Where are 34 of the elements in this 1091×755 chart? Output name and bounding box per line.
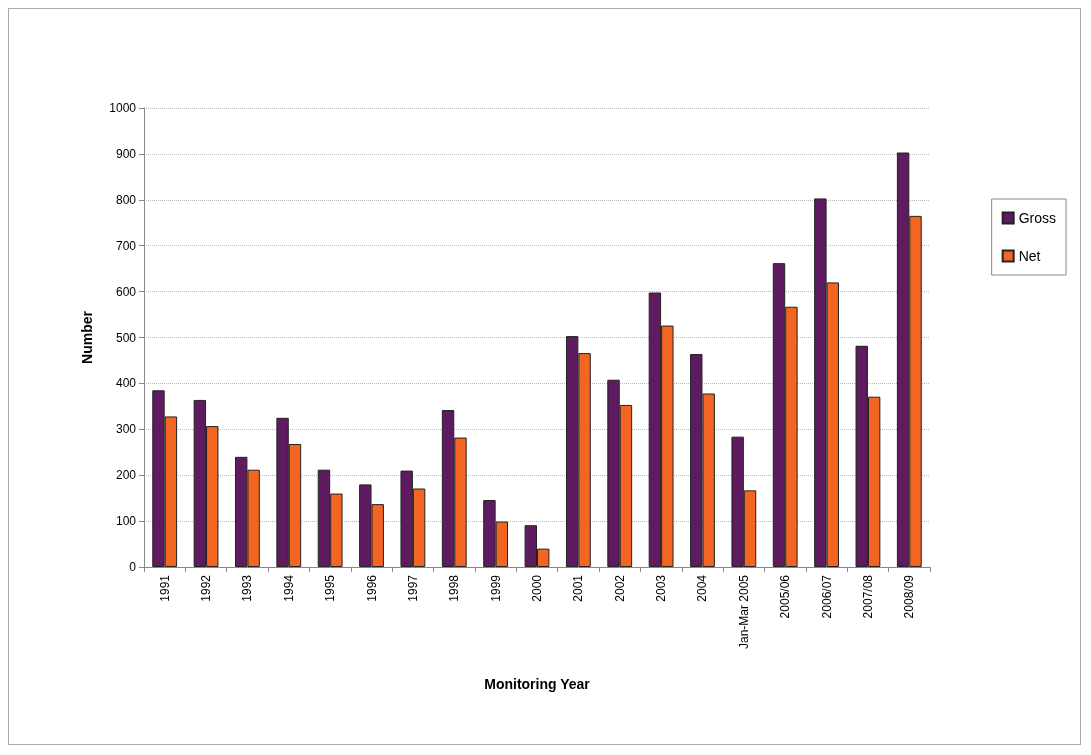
y-tick-label: 1000 [109, 101, 137, 115]
y-tick-label: 700 [115, 238, 137, 253]
y-tick-label: 900 [115, 146, 137, 161]
x-tick-label: 2005/06 [778, 574, 793, 619]
x-tick-label: 1992 [199, 574, 214, 602]
x-tick-label: 1996 [364, 574, 379, 602]
x-tick-label: 2006/07 [819, 574, 834, 619]
y-tick-label: 300 [115, 422, 137, 437]
y-tick-label: 100 [115, 514, 137, 529]
y-tick-label: 800 [115, 192, 137, 207]
legend-label: Gross [1018, 210, 1057, 226]
y-axis-title: Number [79, 310, 95, 364]
y-tick-label: 600 [115, 284, 137, 299]
x-tick-label: 1994 [281, 574, 296, 602]
x-tick-label: 2001 [571, 574, 586, 602]
x-axis-title: Monitoring Year [484, 676, 591, 692]
x-tick-label: 1993 [240, 574, 255, 602]
x-tick-label: 2003 [654, 574, 669, 602]
x-tick-label: 1999 [488, 574, 503, 602]
y-tick-label: 200 [115, 468, 137, 483]
x-tick-label: 2007/08 [860, 574, 875, 619]
x-tick-label: 1997 [405, 574, 420, 602]
x-tick-label: 2004 [695, 574, 710, 602]
y-tick-label: 0 [129, 560, 137, 574]
x-tick-label: Jan-Mar 2005 [736, 574, 751, 650]
x-tick-label: 1995 [323, 574, 338, 602]
legend-label: Net [1018, 248, 1041, 264]
x-tick-label: 2000 [530, 574, 544, 602]
x-tick-label: 2008/09 [902, 574, 917, 619]
y-tick-label: 400 [115, 376, 137, 391]
x-tick-label: 1998 [447, 574, 462, 602]
x-tick-label: 1991 [157, 574, 172, 602]
y-tick-label: 500 [115, 330, 137, 345]
x-tick-label: 2002 [612, 574, 627, 602]
